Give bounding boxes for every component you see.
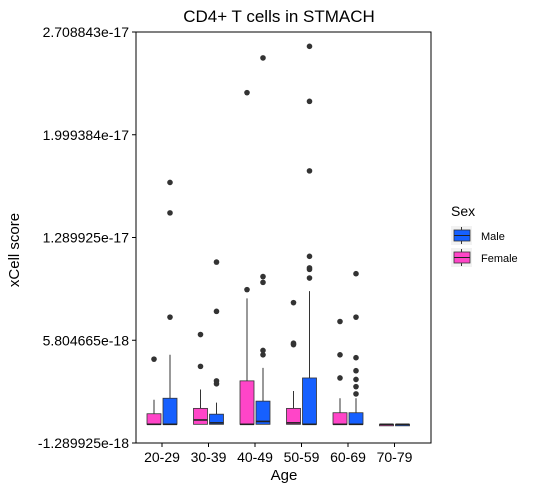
outlier-point bbox=[197, 331, 204, 338]
box-male-30-39 bbox=[209, 259, 224, 425]
box-body bbox=[146, 413, 162, 425]
box-male-20-29 bbox=[162, 179, 178, 426]
box-body bbox=[162, 397, 178, 425]
outlier-point bbox=[306, 265, 313, 271]
box-female-30-39 bbox=[193, 331, 208, 425]
outlier-point bbox=[260, 55, 266, 61]
outlier-point bbox=[353, 314, 359, 320]
outlier-point bbox=[213, 259, 220, 265]
x-axis-title: Age bbox=[271, 467, 298, 484]
x-tick-label: 20-29 bbox=[144, 449, 180, 465]
box-female-20-29 bbox=[146, 356, 162, 426]
outlier-point bbox=[306, 168, 313, 174]
box-male-40-49 bbox=[255, 55, 271, 425]
y-tick-label: 1.999384e-17 bbox=[43, 127, 130, 143]
outlier-point bbox=[290, 299, 297, 306]
outlier-point bbox=[151, 356, 157, 362]
outlier-point bbox=[260, 273, 266, 280]
box-body bbox=[302, 377, 317, 425]
outlier-point bbox=[290, 340, 297, 347]
outlier-point bbox=[337, 375, 343, 381]
outlier-point bbox=[353, 354, 359, 361]
outlier-point bbox=[213, 308, 220, 315]
outlier-point bbox=[244, 89, 250, 96]
plot-panel bbox=[135, 31, 432, 444]
outlier-point bbox=[337, 352, 343, 358]
box-body bbox=[209, 413, 224, 425]
x-tick-label: 60-69 bbox=[330, 449, 366, 465]
outlier-point bbox=[260, 347, 266, 354]
box-body bbox=[348, 412, 364, 425]
outlier-point bbox=[337, 318, 343, 325]
legend: Sex Male Female bbox=[451, 203, 518, 267]
legend-label: Male bbox=[481, 231, 505, 243]
y-tick-label: 2.708843e-17 bbox=[43, 24, 130, 40]
box-female-70-79 bbox=[379, 423, 394, 427]
outlier-point bbox=[353, 270, 359, 277]
outlier-point bbox=[244, 286, 250, 293]
x-axis: 20-29 30-39 40-49 50-59 60-69 70-79 bbox=[144, 443, 413, 465]
legend-item-male: Male bbox=[451, 226, 505, 245]
box-series bbox=[146, 43, 410, 427]
y-axis-title: xCell score bbox=[6, 213, 23, 287]
outlier-point bbox=[213, 378, 220, 384]
outlier-point bbox=[167, 314, 173, 320]
outlier-point bbox=[353, 383, 359, 390]
y-tick-label: 1.289925e-17 bbox=[43, 230, 130, 246]
outlier-point bbox=[353, 376, 359, 383]
box-female-60-69 bbox=[332, 318, 348, 426]
box-male-70-79 bbox=[395, 423, 410, 427]
box-body bbox=[255, 400, 271, 425]
y-tick-label: 5.804665e-18 bbox=[43, 332, 130, 348]
legend-items: Male Female bbox=[451, 226, 518, 267]
box-body bbox=[286, 407, 301, 425]
box-male-60-69 bbox=[348, 270, 364, 426]
box-female-50-59 bbox=[286, 299, 301, 425]
y-axis: 2.708843e-17 1.999384e-17 1.289925e-17 5.80… bbox=[38, 24, 136, 451]
outlier-point bbox=[260, 279, 266, 286]
outlier-point bbox=[306, 43, 313, 50]
outlier-point bbox=[167, 210, 173, 216]
x-tick-label: 40-49 bbox=[237, 449, 273, 465]
x-tick-label: 30-39 bbox=[191, 449, 227, 465]
box-body bbox=[332, 412, 348, 425]
box-male-50-59 bbox=[302, 43, 317, 426]
outlier-point bbox=[306, 275, 313, 281]
chart-title: CD4+ T cells in STMACH bbox=[183, 7, 375, 26]
legend-label: Female bbox=[481, 253, 518, 265]
outlier-point bbox=[197, 363, 204, 370]
legend-item-female: Female bbox=[451, 248, 518, 267]
legend-title: Sex bbox=[451, 203, 475, 219]
box-body bbox=[193, 407, 208, 425]
outlier-point bbox=[306, 253, 313, 260]
outlier-point bbox=[353, 391, 359, 397]
outlier-point bbox=[167, 179, 173, 186]
x-tick-label: 50-59 bbox=[284, 449, 320, 465]
y-tick-label: -1.289925e-18 bbox=[38, 435, 129, 451]
x-tick-label: 70-79 bbox=[377, 449, 413, 465]
box-body bbox=[239, 380, 255, 425]
outlier-point bbox=[306, 98, 313, 105]
outlier-point bbox=[260, 352, 266, 358]
box-female-40-49 bbox=[239, 89, 255, 426]
outlier-point bbox=[353, 367, 359, 374]
